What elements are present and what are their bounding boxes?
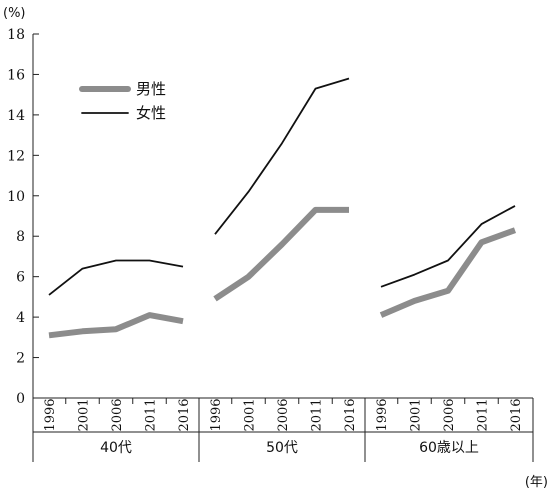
x-tick-label: 2006 [442, 398, 457, 431]
group-label: 40代 [100, 440, 132, 456]
y-tick-label: 0 [16, 391, 25, 407]
series-line-female [380, 205, 516, 288]
group-label: 50代 [266, 440, 298, 456]
y-tick-label: 14 [7, 108, 25, 124]
series-line-female [214, 77, 350, 235]
y-tick-label: 4 [16, 310, 25, 326]
x-tick-label: 2001 [409, 398, 424, 431]
x-tick-label: 2016 [177, 398, 192, 431]
x-tick-label: 1996 [209, 398, 224, 431]
series-lines [48, 77, 517, 339]
x-tick-label: 2001 [243, 398, 258, 431]
x-tick-label: 2006 [276, 398, 291, 431]
x-tick-label: 2001 [77, 398, 92, 431]
y-unit-label: (%) [3, 6, 26, 21]
series-line-female [48, 259, 184, 296]
x-tick-label: 2016 [509, 398, 524, 431]
series-line-male [213, 206, 349, 302]
x-unit-label: (年) [525, 475, 548, 490]
group-label: 60歳以上 [419, 440, 479, 456]
y-tick-label: 18 [7, 27, 25, 43]
y-tick-label: 10 [7, 189, 25, 205]
series-line-male [379, 227, 517, 318]
x-tick-label: 2011 [144, 398, 159, 431]
y-tick-label: 8 [16, 229, 25, 245]
x-tick-label: 1996 [43, 398, 58, 431]
legend-label: 女性 [136, 104, 166, 122]
x-tick-label: 2016 [343, 398, 358, 431]
x-tick-label: 2006 [110, 398, 125, 431]
axes: (%) 0 2 4 6 8 10 12 14 16 18 40代 1996 2001 2006 2011 201… [3, 6, 548, 490]
y-tick-label: 6 [16, 270, 25, 286]
series-line-male [48, 312, 184, 339]
x-tick-label: 1996 [375, 398, 390, 431]
legend-label: 男性 [136, 80, 166, 98]
y-tick-label: 12 [7, 148, 25, 164]
x-tick-label: 2011 [310, 398, 325, 431]
y-tick-label: 2 [16, 351, 25, 367]
x-tick-label: 2011 [476, 398, 491, 431]
y-tick-label: 16 [7, 67, 25, 83]
legend-box [74, 72, 189, 127]
